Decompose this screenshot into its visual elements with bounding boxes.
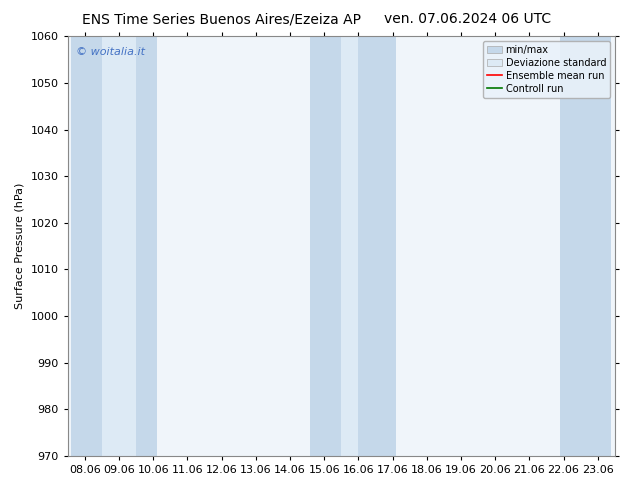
Bar [311, 36, 396, 456]
Bar [71, 36, 157, 456]
Text: ENS Time Series Buenos Aires/Ezeiza AP: ENS Time Series Buenos Aires/Ezeiza AP [82, 12, 361, 26]
Bar [560, 36, 611, 456]
Bar [560, 36, 611, 456]
Legend: min/max, Deviazione standard, Ensemble mean run, Controll run: min/max, Deviazione standard, Ensemble m… [483, 41, 610, 98]
Text: ven. 07.06.2024 06 UTC: ven. 07.06.2024 06 UTC [384, 12, 552, 26]
Bar [136, 36, 157, 456]
Text: © woitalia.it: © woitalia.it [76, 47, 145, 57]
Bar [358, 36, 396, 456]
Bar [71, 36, 102, 456]
Bar [311, 36, 341, 456]
Y-axis label: Surface Pressure (hPa): Surface Pressure (hPa) [15, 183, 25, 309]
